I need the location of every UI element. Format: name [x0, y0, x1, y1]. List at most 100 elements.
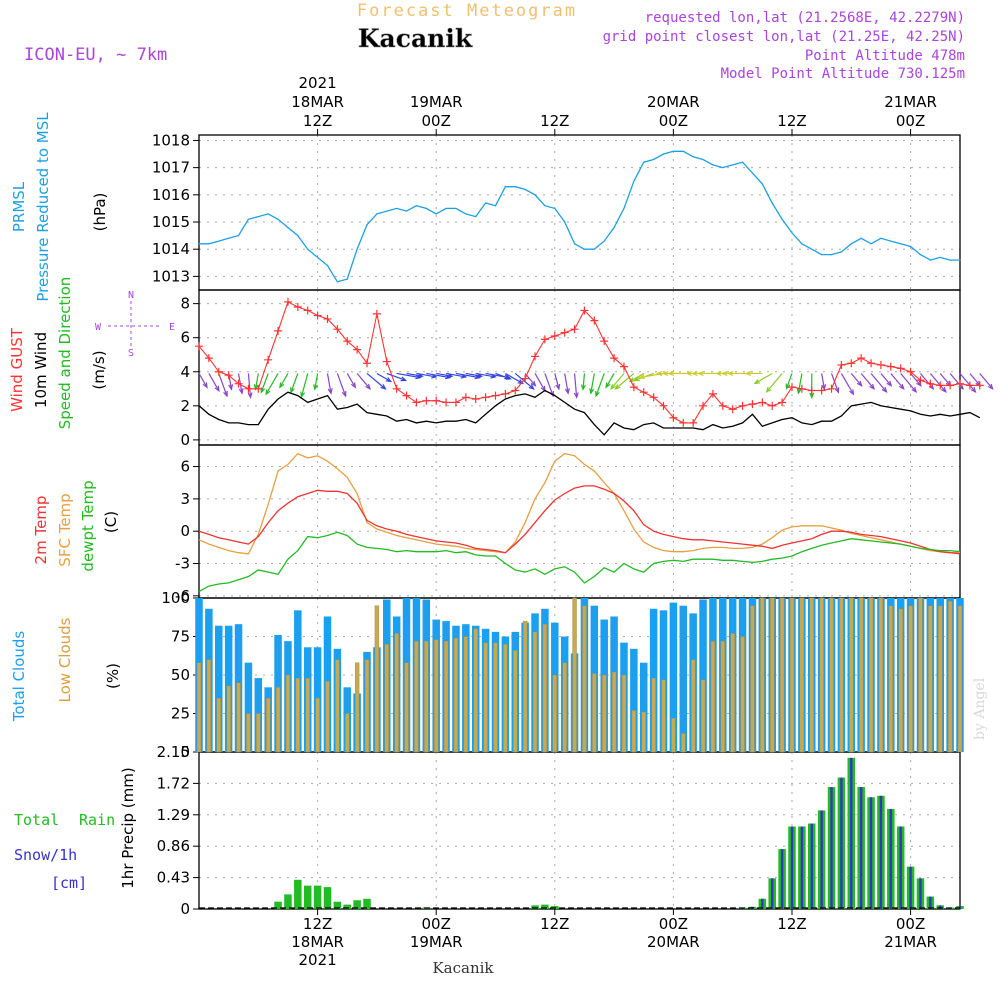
wind-arrow-head — [661, 370, 669, 376]
cloud-low-bar — [868, 597, 874, 753]
cloud-low-bar — [661, 679, 666, 753]
wind-gust-marker — [412, 398, 421, 407]
time-label-bottom: 12Z — [303, 915, 332, 933]
pressure-point — [396, 207, 398, 210]
cloud-low-bar — [542, 623, 548, 753]
y-tick-label: -3 — [175, 555, 190, 573]
wind-gust-marker — [501, 389, 510, 398]
wind-gust-marker — [699, 401, 708, 410]
cloud-low-bar — [947, 600, 953, 753]
wind-gust-marker — [323, 314, 332, 323]
wind-gust-marker — [392, 384, 401, 393]
y-tick-label: 25 — [171, 705, 190, 723]
wind-arrow-head — [517, 379, 525, 385]
wind-gust-marker — [353, 345, 362, 354]
cloud-low-bar — [335, 659, 340, 753]
pressure-point — [781, 218, 783, 220]
wind-arrow — [910, 373, 922, 387]
wind-arrow — [929, 373, 947, 393]
cloud-low-bar — [364, 659, 370, 753]
wind-arrow — [314, 373, 319, 390]
snow-bar — [899, 826, 902, 909]
pressure-point — [870, 243, 872, 245]
y-tick-label: 1015 — [152, 213, 190, 231]
wind-gust-marker — [333, 325, 342, 334]
wind-gust-marker — [847, 359, 856, 368]
wind-arrow — [582, 373, 586, 390]
wind-arrow-head — [970, 386, 977, 393]
cloud-low-bar — [404, 662, 409, 753]
wind-arrow — [290, 373, 299, 393]
compass-e: E — [169, 322, 175, 333]
rain-bar — [541, 904, 549, 909]
wind-arrow-head — [228, 384, 234, 391]
wind-arrow — [465, 372, 482, 377]
y-tick-label: 2.15 — [157, 743, 190, 761]
temp-2m-line — [198, 485, 961, 555]
time-label-bottom: 2021 — [299, 951, 337, 969]
pressure-point — [909, 245, 912, 248]
wind-gust-marker — [521, 374, 530, 383]
cloud-low-bar — [443, 640, 449, 753]
wind-arrow-head — [691, 370, 698, 376]
wind-arrow-head — [365, 383, 371, 390]
wind-gust-marker — [293, 303, 302, 312]
pressure-point — [465, 213, 467, 215]
wind-arrow — [455, 372, 480, 379]
cloud-low-bar — [473, 628, 478, 753]
wind-arrow — [279, 373, 289, 388]
pressure-point — [860, 237, 862, 239]
wind-arrow — [754, 372, 773, 384]
wind-gust-marker — [867, 359, 876, 368]
wind-arrow-head — [744, 370, 752, 376]
wind-gust-marker — [244, 384, 253, 393]
wind-gust-marker — [195, 342, 203, 351]
wind-arrow-head — [765, 386, 772, 393]
wind-gust-marker — [916, 376, 925, 385]
cloud-low-bar — [839, 597, 844, 753]
pressure-point — [662, 153, 665, 155]
wind-arrow — [260, 373, 269, 393]
pressure-point — [208, 243, 210, 245]
pressure-point — [692, 156, 694, 158]
pressure-point — [237, 235, 240, 237]
time-label-top: 00Z — [896, 112, 925, 130]
cloud-low-bar — [681, 733, 686, 753]
pressure-point — [415, 205, 418, 207]
snow-bar — [879, 795, 883, 909]
snow-bar — [850, 757, 853, 909]
wind-arrow-head — [785, 383, 791, 390]
wind-gust-marker — [956, 379, 964, 388]
cloud-low-bar — [256, 713, 261, 753]
temp-unit: (C) — [102, 511, 120, 533]
cloud-low-bar — [522, 620, 528, 753]
wind-gust-marker — [560, 328, 569, 337]
wind-arrow — [376, 372, 392, 382]
wind-gust-marker — [639, 388, 648, 397]
pressure-point — [761, 183, 763, 185]
wind-arrow-head — [300, 391, 306, 399]
y-tick-label: 1.72 — [157, 774, 190, 792]
cloud-low-bar — [345, 713, 350, 753]
wind-gust-marker — [797, 384, 806, 393]
snow-bar — [771, 878, 774, 909]
wind-gust-marker — [531, 352, 540, 361]
cloud-low-bar — [651, 677, 656, 753]
pressure-point — [366, 224, 368, 226]
rain-bar — [274, 901, 282, 909]
wind-gust-marker — [896, 364, 905, 373]
wind-arrow-head — [528, 384, 535, 390]
wind-arrow — [554, 373, 560, 390]
cloud-low-bar — [532, 631, 538, 753]
pressure-point — [356, 248, 358, 250]
pressure-point — [583, 248, 586, 250]
wind-arrow — [346, 373, 356, 388]
wind-arrow-head — [247, 392, 253, 399]
wind-arrow-head — [573, 392, 579, 399]
pressure-point — [900, 243, 902, 245]
wind-gust-marker — [550, 331, 559, 340]
wind-arrow — [386, 372, 406, 381]
wind-arrow-head — [753, 379, 760, 385]
wind-arrow — [595, 373, 605, 397]
wind-unit: (m/s) — [90, 350, 108, 389]
